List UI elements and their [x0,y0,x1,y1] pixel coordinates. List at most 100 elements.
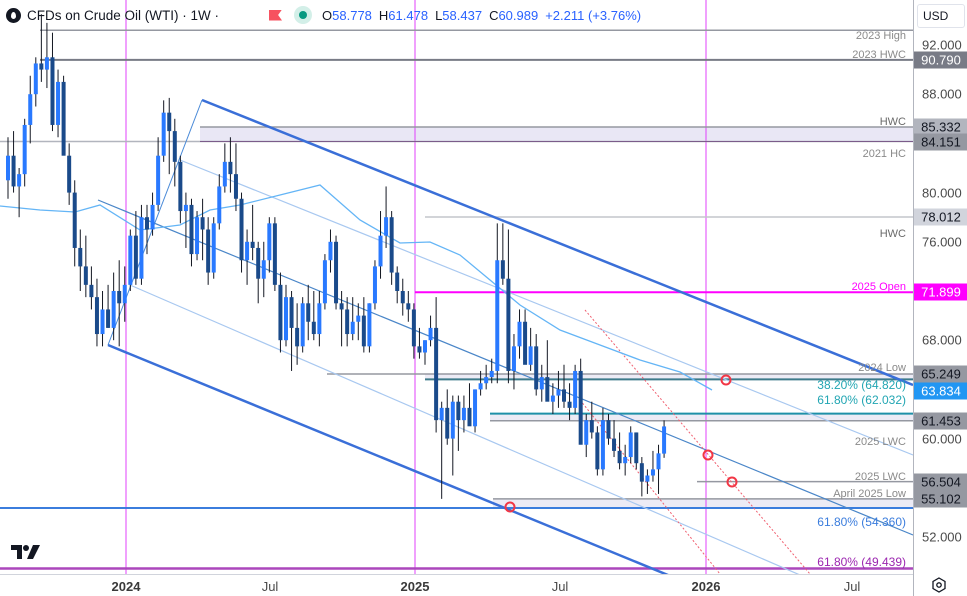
level-label: 2024 Low [858,362,906,375]
candle-body [461,407,466,421]
candle-body [539,377,544,390]
candle-body [106,309,111,328]
candle-body [639,463,644,482]
candle-body [361,315,366,347]
candle-body [233,174,238,199]
close-value: 60.989 [498,7,539,23]
candle-body [367,303,372,347]
candle-body [662,426,667,454]
candle-body [406,303,411,310]
symbol-legend: CFDs on Crude Oil (WTI) · 1W · O58.778 H… [6,5,641,25]
candle-body [322,260,327,304]
candle-body [384,217,389,236]
price-tag: 56.504 [914,473,967,491]
candle-body [489,370,494,378]
candle-body [33,63,38,95]
candle-body [612,438,617,451]
candle-body [573,370,578,408]
candle-body [267,223,272,261]
candle-body [450,401,455,439]
candle-body [211,223,216,273]
zone-april-low [493,498,913,508]
candle-body [300,303,305,347]
level-label: 2025 LWC [854,470,906,483]
price-tag: 65.249 [914,365,967,383]
time-tick-label: 2025 [400,579,430,594]
channel-upper [201,98,913,387]
candle-body [261,260,266,279]
candle-body [239,198,244,261]
candle-body [78,247,83,267]
candle-body [495,260,500,371]
price-axis[interactable]: USD 92.000 88.000 80.000 76.000 68.000 60.000… [913,0,967,596]
candle-body [172,131,177,162]
candle-body [272,223,277,285]
time-tick-label: 2026 [691,579,721,594]
zone-lwc [490,413,913,421]
price-tag: 55.102 [914,490,967,508]
candle-body [328,241,333,261]
price-tag: 63.834 [914,382,967,400]
ohlc-values: O58.778 H61.478 L58.437 C60.989 +2.211 (… [322,7,642,23]
candle-body [500,260,505,279]
candle-body [478,383,483,390]
price-plot[interactable] [0,0,913,574]
candle-body [284,297,288,341]
candle-body [350,321,355,335]
candle-body [584,420,589,445]
candle-body [628,432,633,458]
candle-body [89,284,94,298]
tradingview-logo[interactable] [11,543,41,564]
candle-body [417,346,422,353]
currency-selector[interactable]: USD [917,4,965,28]
symbol-title[interactable]: CFDs on Crude Oil (WTI) · 1W · [27,7,220,23]
price-tick-label: 60.000 [922,431,962,447]
hwc-zone [200,127,913,142]
price-tick-label: 68.000 [922,332,962,348]
candle-body [567,401,572,408]
level-label: 2023 High [855,30,906,43]
candle-body [623,457,628,464]
price-tag: 78.012 [914,208,967,226]
fib-label: 38.20% (64.820) [817,378,906,393]
candle-body [178,161,183,212]
candle-body [61,81,66,156]
candle-body [645,475,650,482]
candle-body [22,124,27,175]
fib-label: 61.80% (62.032) [817,393,906,408]
candle-body [606,420,611,439]
price-tag: 90.790 [914,51,967,69]
candle-body [28,94,33,125]
candle-body [400,291,405,304]
candle-body [589,420,594,433]
level-label: 2023 HWC [852,48,906,61]
price-tick-label: 88.000 [922,86,962,102]
candle-body [317,303,322,335]
time-axis[interactable]: 2024 Jul 2025 Jul 2026 Jul [0,574,913,596]
candle-body [434,327,439,421]
candle-body [72,192,77,248]
candle-body [117,291,122,304]
candle-body [167,112,172,132]
market-status-dot-icon[interactable] [294,6,313,24]
candle-body [656,453,661,470]
candle-body [111,291,116,328]
candle-body [389,217,394,273]
candle-body [6,155,10,181]
candle-body [428,327,433,341]
candle-body [311,321,316,335]
candle-body [372,266,377,304]
time-tick-label: Jul [843,579,861,594]
channel-start-leg [107,99,203,346]
candle-body [395,272,400,291]
pivot-marker-icon [504,501,516,513]
candle-body [217,186,222,224]
pivot-marker-icon [702,449,714,461]
level-label: 2021 HC [862,148,906,161]
candle-body [206,229,211,273]
candle-body [456,401,461,421]
chart-settings-icon[interactable] [930,576,948,594]
level-label: 2025 LWC [854,436,906,449]
flag-icon[interactable] [269,9,283,21]
